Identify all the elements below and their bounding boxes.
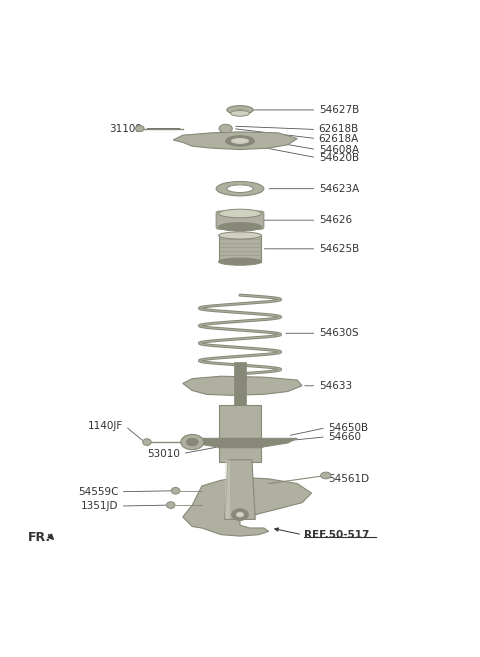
Text: REF.50-517: REF.50-517 <box>304 530 370 539</box>
Text: 62618B: 62618B <box>319 124 359 135</box>
Ellipse shape <box>143 439 151 445</box>
Ellipse shape <box>219 124 232 133</box>
Ellipse shape <box>218 223 262 231</box>
Polygon shape <box>183 478 312 536</box>
Text: 54608A: 54608A <box>319 145 359 154</box>
Text: 54650B: 54650B <box>328 422 369 433</box>
Text: 54559C: 54559C <box>78 487 118 497</box>
Polygon shape <box>183 376 302 396</box>
Text: 1351JD: 1351JD <box>81 501 118 511</box>
Polygon shape <box>173 132 297 150</box>
Ellipse shape <box>186 438 198 446</box>
Ellipse shape <box>227 106 253 114</box>
Text: 62618A: 62618A <box>319 133 359 144</box>
Ellipse shape <box>218 232 262 239</box>
Polygon shape <box>234 362 246 405</box>
Text: 54620B: 54620B <box>319 152 359 163</box>
Text: 54660: 54660 <box>328 432 361 442</box>
Ellipse shape <box>135 125 144 131</box>
Ellipse shape <box>230 110 250 116</box>
Text: 54630S: 54630S <box>319 328 359 338</box>
Text: 54625B: 54625B <box>319 244 359 254</box>
Text: 54633: 54633 <box>319 381 352 391</box>
Ellipse shape <box>321 472 331 479</box>
Polygon shape <box>218 235 262 261</box>
Ellipse shape <box>226 136 254 147</box>
Text: 1140JF: 1140JF <box>88 421 123 432</box>
Polygon shape <box>218 405 262 462</box>
FancyBboxPatch shape <box>216 211 264 229</box>
Text: 54626: 54626 <box>319 215 352 225</box>
Ellipse shape <box>227 185 253 193</box>
Polygon shape <box>183 438 297 448</box>
Text: 54561D: 54561D <box>328 474 370 484</box>
Polygon shape <box>225 460 230 520</box>
Text: 54623A: 54623A <box>319 184 359 194</box>
Ellipse shape <box>230 137 250 145</box>
Ellipse shape <box>167 502 175 509</box>
Ellipse shape <box>171 487 180 494</box>
Ellipse shape <box>232 509 248 520</box>
Ellipse shape <box>236 512 244 518</box>
Polygon shape <box>225 460 255 520</box>
Ellipse shape <box>216 181 264 196</box>
Ellipse shape <box>181 434 204 449</box>
Text: 54627B: 54627B <box>319 105 359 115</box>
Ellipse shape <box>218 258 262 265</box>
Text: 53010: 53010 <box>147 449 180 459</box>
Text: FR.: FR. <box>28 531 51 544</box>
Text: 31109: 31109 <box>109 124 142 133</box>
Ellipse shape <box>218 209 262 217</box>
